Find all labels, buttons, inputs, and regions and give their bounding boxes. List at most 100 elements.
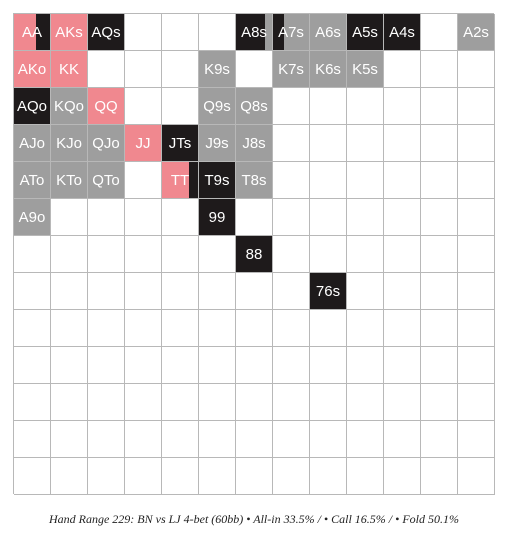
- empty-cell: [458, 88, 495, 125]
- freq-segment-fold: [458, 14, 494, 50]
- empty-cell: [125, 162, 162, 199]
- hand-cell-a8s: A8s: [236, 14, 273, 51]
- hand-cell-aks: AKs: [51, 14, 88, 51]
- empty-cell: [421, 14, 458, 51]
- hand-cell-kqo: KQo: [51, 88, 88, 125]
- empty-cell: [162, 347, 199, 384]
- hand-label: K9s: [204, 60, 230, 78]
- empty-cell: [421, 310, 458, 347]
- empty-cell: [458, 199, 495, 236]
- empty-cell: [273, 310, 310, 347]
- hand-label: K5s: [352, 60, 378, 78]
- freq-segment-allin: [236, 14, 265, 50]
- freq-segment-allin: [14, 88, 50, 124]
- empty-cell: [88, 421, 125, 458]
- empty-cell: [88, 51, 125, 88]
- empty-cell: [199, 273, 236, 310]
- empty-cell: [199, 14, 236, 51]
- empty-cell: [347, 273, 384, 310]
- empty-cell: [421, 125, 458, 162]
- empty-cell: [125, 384, 162, 421]
- empty-cell: [458, 347, 495, 384]
- freq-segment-fold: [14, 125, 50, 161]
- empty-cell: [236, 421, 273, 458]
- hand-cell-a6s: A6s: [310, 14, 347, 51]
- hand-label: K7s: [278, 60, 304, 78]
- empty-cell: [421, 384, 458, 421]
- hand-label: T9s: [204, 171, 230, 189]
- empty-cell: [125, 273, 162, 310]
- empty-cell: [14, 458, 51, 495]
- hand-cell-jj: JJ: [125, 125, 162, 162]
- hand-label: A7s: [278, 23, 304, 41]
- empty-cell: [384, 458, 421, 495]
- freq-segment-fold: [51, 125, 87, 161]
- empty-cell: [88, 384, 125, 421]
- empty-cell: [14, 347, 51, 384]
- empty-cell: [273, 458, 310, 495]
- empty-cell: [347, 199, 384, 236]
- empty-cell: [310, 236, 347, 273]
- empty-cell: [384, 421, 421, 458]
- empty-cell: [310, 199, 347, 236]
- empty-cell: [310, 310, 347, 347]
- empty-cell: [347, 458, 384, 495]
- freq-segment-allin: [199, 162, 235, 198]
- hand-cell-jts: JTs: [162, 125, 199, 162]
- freq-segment-call: [162, 162, 189, 198]
- empty-cell: [347, 310, 384, 347]
- empty-cell: [421, 421, 458, 458]
- empty-cell: [88, 236, 125, 273]
- empty-cell: [273, 347, 310, 384]
- empty-cell: [384, 162, 421, 199]
- empty-cell: [310, 458, 347, 495]
- hand-cell-t9s: T9s: [199, 162, 236, 199]
- hand-label: QQ: [94, 97, 118, 115]
- freq-segment-fold: [14, 162, 50, 198]
- hand-cell-aqs: AQs: [88, 14, 125, 51]
- empty-cell: [273, 273, 310, 310]
- empty-cell: [310, 125, 347, 162]
- empty-cell: [236, 199, 273, 236]
- hand-label: Q8s: [240, 97, 268, 115]
- empty-cell: [14, 421, 51, 458]
- hand-cell-t8s: T8s: [236, 162, 273, 199]
- empty-cell: [347, 125, 384, 162]
- empty-cell: [236, 310, 273, 347]
- hand-cell-76s: 76s: [310, 273, 347, 310]
- empty-cell: [199, 421, 236, 458]
- empty-cell: [125, 458, 162, 495]
- empty-cell: [199, 384, 236, 421]
- hand-label: QJo: [92, 134, 120, 152]
- hand-cell-aa: AA: [14, 14, 51, 51]
- hand-label: AA: [21, 23, 42, 41]
- freq-segment-fold: [88, 125, 124, 161]
- empty-cell: [458, 384, 495, 421]
- hand-label: KJo: [56, 134, 82, 152]
- hand-cell-q9s: Q9s: [199, 88, 236, 125]
- hand-cell-ajo: AJo: [14, 125, 51, 162]
- freq-segment-call: [51, 14, 87, 50]
- empty-cell: [310, 421, 347, 458]
- hand-cell-99: 99: [199, 199, 236, 236]
- empty-cell: [384, 310, 421, 347]
- hand-label: JJ: [135, 134, 151, 152]
- empty-cell: [51, 310, 88, 347]
- freq-segment-call: [14, 51, 50, 87]
- empty-cell: [125, 347, 162, 384]
- empty-cell: [51, 347, 88, 384]
- empty-cell: [384, 51, 421, 88]
- empty-cell: [421, 199, 458, 236]
- empty-cell: [236, 273, 273, 310]
- empty-cell: [458, 51, 495, 88]
- freq-segment-fold: [264, 14, 272, 50]
- freq-segment-call: [88, 88, 124, 124]
- freq-segment-fold: [14, 199, 50, 235]
- empty-cell: [273, 236, 310, 273]
- empty-cell: [236, 347, 273, 384]
- empty-cell: [125, 236, 162, 273]
- empty-cell: [51, 421, 88, 458]
- empty-cell: [88, 310, 125, 347]
- hand-cell-k9s: K9s: [199, 51, 236, 88]
- hand-cell-kto: KTo: [51, 162, 88, 199]
